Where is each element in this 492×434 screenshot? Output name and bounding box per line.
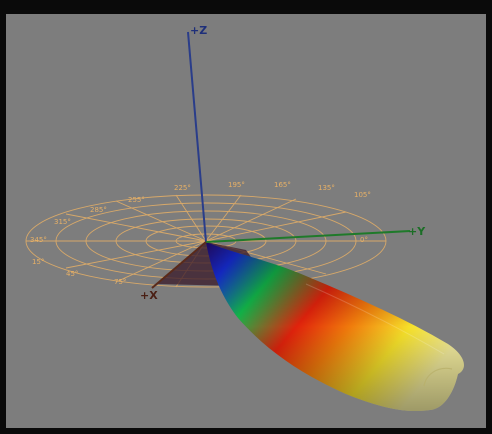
y-axis <box>205 230 411 243</box>
degree-label: 0° <box>360 236 368 244</box>
degree-label: 285° <box>90 206 107 214</box>
degree-label: 255° <box>128 196 145 204</box>
degree-label: 105° <box>354 191 371 199</box>
degree-label: 75° <box>114 278 126 286</box>
3d-viewport[interactable]: 225° 195° 165° 135° 105° 255° 285° 315° … <box>6 14 486 428</box>
degree-label: 195° <box>228 181 245 189</box>
degree-label: 345° <box>30 236 47 244</box>
radiation-pattern-plot: 225° 195° 165° 135° 105° 255° 285° 315° … <box>25 24 464 412</box>
degree-label: 15° <box>32 258 44 266</box>
degree-label: 225° <box>174 184 191 192</box>
x-axis <box>151 241 207 289</box>
axes <box>151 31 411 289</box>
y-axis-label: +Y <box>408 225 426 238</box>
x-axis-label: +X <box>140 289 158 302</box>
z-axis-label: +Z <box>190 24 207 37</box>
degree-labels: 225° 195° 165° 135° 105° 255° 285° 315° … <box>30 181 371 286</box>
degree-label: 45° <box>66 270 78 278</box>
degree-label: 135° <box>318 184 335 192</box>
degree-label: 165° <box>274 181 291 189</box>
main-lobe <box>206 242 464 412</box>
degree-label: 315° <box>54 218 71 226</box>
z-axis <box>187 31 207 243</box>
